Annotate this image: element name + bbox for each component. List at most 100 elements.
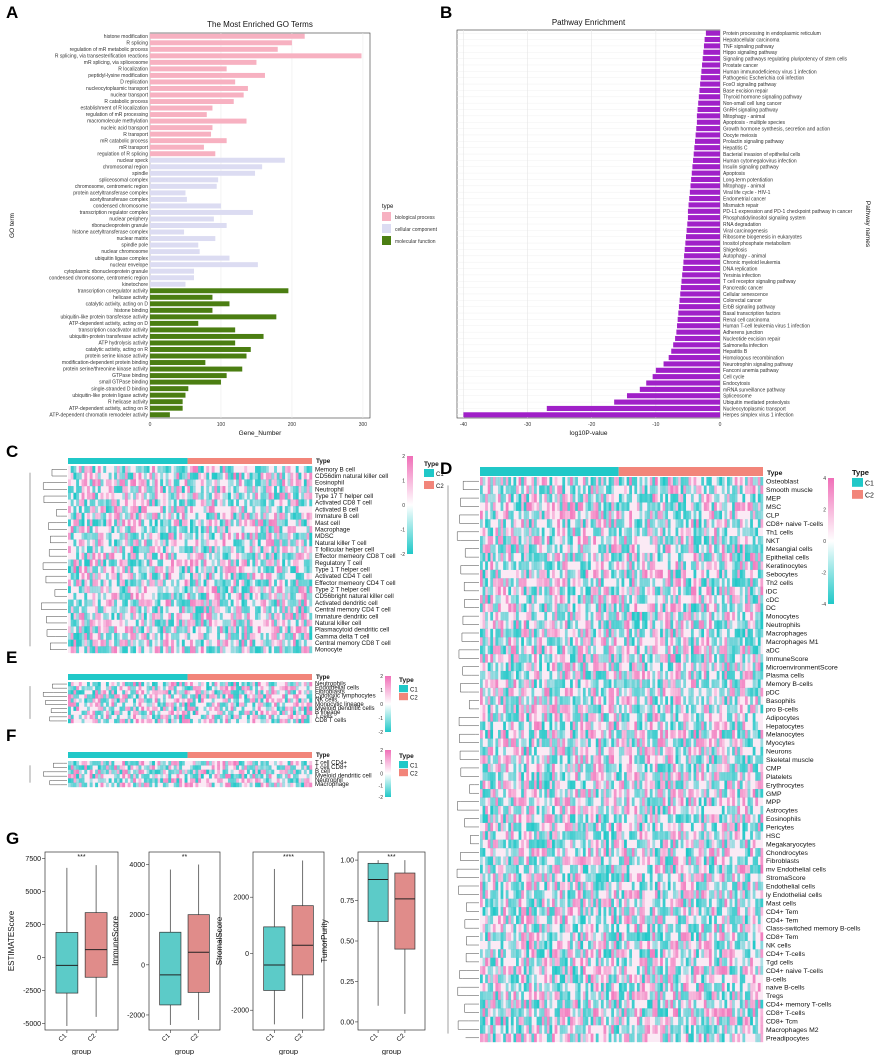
- heatmap-cell: [190, 466, 193, 473]
- heatmap-cell: [166, 466, 169, 473]
- heatmap-cell: [214, 613, 217, 620]
- heatmap-cell: [503, 722, 506, 731]
- heatmap-cell: [293, 560, 296, 567]
- heatmap-cell: [591, 705, 594, 714]
- heatmap-cell: [717, 494, 720, 503]
- heatmap-cell: [84, 620, 87, 627]
- heatmap-cell: [606, 494, 609, 503]
- heatmap-cell: [691, 679, 694, 688]
- heatmap-cell: [130, 633, 133, 640]
- heatmap-cell: [101, 493, 104, 500]
- category-label: Thyroid hormone signaling pathway: [723, 95, 802, 101]
- heatmap-cell: [539, 620, 542, 629]
- heatmap-cell: [603, 755, 606, 764]
- heatmap-cell: [609, 755, 612, 764]
- heatmap-cell: [634, 553, 637, 562]
- heatmap-cell: [133, 539, 136, 546]
- heatmap-cell: [498, 494, 501, 503]
- heatmap-cell: [298, 640, 301, 647]
- heatmap-cell: [488, 705, 491, 714]
- heatmap-cell: [663, 477, 666, 486]
- heatmap-cell: [490, 494, 493, 503]
- heatmap-cell: [616, 654, 619, 663]
- heatmap-cell: [634, 536, 637, 545]
- heatmap-cell: [106, 613, 109, 620]
- heatmap-cell: [704, 730, 707, 739]
- heatmap-cell: [87, 613, 90, 620]
- heatmap-cell: [652, 519, 655, 528]
- heatmap-cell: [704, 528, 707, 537]
- heatmap-cell: [185, 533, 188, 540]
- heatmap-cell: [493, 637, 496, 646]
- heatmap-cell: [92, 580, 95, 587]
- heatmap-cell: [627, 620, 630, 629]
- bar: [664, 361, 720, 366]
- heatmap-cell: [670, 578, 673, 587]
- heatmap-cell: [130, 646, 133, 653]
- heatmap-cell: [591, 764, 594, 773]
- heatmap-cell: [730, 671, 733, 680]
- heatmap-cell: [87, 486, 90, 493]
- heatmap-cell: [68, 533, 71, 540]
- heatmap-cell: [190, 499, 193, 506]
- heatmap-cell: [111, 646, 114, 653]
- heatmap-cell: [658, 502, 661, 511]
- heatmap-cell: [676, 738, 679, 747]
- heatmap-cell: [537, 511, 540, 520]
- bar: [703, 56, 720, 61]
- heatmap-cell: [168, 600, 171, 607]
- heatmap-cell: [606, 553, 609, 562]
- heatmap-cell: [709, 561, 712, 570]
- heatmap-cell: [480, 722, 483, 731]
- heatmap-cell: [282, 606, 285, 613]
- heatmap-cell: [301, 600, 304, 607]
- heatmap-cell: [676, 561, 679, 570]
- heatmap-cell: [642, 485, 645, 494]
- heatmap-cell: [719, 553, 722, 562]
- heatmap-cell: [737, 536, 740, 545]
- heatmap-cell: [508, 544, 511, 553]
- heatmap-cell: [598, 485, 601, 494]
- heatmap-cell: [526, 620, 529, 629]
- heatmap-cell: [263, 586, 266, 593]
- heatmap-cell: [244, 506, 247, 513]
- heatmap-cell: [591, 730, 594, 739]
- heatmap-cell: [611, 603, 614, 612]
- heatmap-cell: [655, 595, 658, 604]
- heatmap-cell: [98, 613, 101, 620]
- heatmap-cell: [611, 730, 614, 739]
- heatmap-cell: [309, 493, 312, 500]
- heatmap-cell: [750, 696, 753, 705]
- heatmap-cell: [233, 613, 236, 620]
- heatmap-cell: [709, 646, 712, 655]
- heatmap-cell: [732, 747, 735, 756]
- heatmap-cell: [501, 620, 504, 629]
- category-label: Growth hormone synthesis, secretion and …: [723, 126, 830, 132]
- heatmap-cell: [488, 730, 491, 739]
- heatmap-cell: [247, 573, 250, 580]
- heatmap-cell: [760, 612, 763, 621]
- heatmap-cell: [206, 533, 209, 540]
- heatmap-cell: [619, 755, 622, 764]
- heatmap-cell: [223, 513, 226, 520]
- heatmap-cell: [288, 640, 291, 647]
- heatmap-cell: [488, 528, 491, 537]
- heatmap-cell: [629, 511, 632, 520]
- heatmap-cell: [650, 713, 653, 722]
- heatmap-cell: [206, 646, 209, 653]
- heatmap-cell: [719, 764, 722, 773]
- heatmap-cell: [627, 553, 630, 562]
- heatmap-cell: [593, 502, 596, 511]
- heatmap-cell: [223, 499, 226, 506]
- heatmap-cell: [258, 546, 261, 553]
- heatmap-cell: [206, 546, 209, 553]
- heatmap-cell: [632, 688, 635, 697]
- heatmap-cell: [694, 587, 697, 596]
- heatmap-cell: [745, 603, 748, 612]
- heatmap-cell: [144, 553, 147, 560]
- bar: [150, 60, 256, 65]
- row-label: Monocytes: [766, 614, 799, 621]
- heatmap-cell: [562, 671, 565, 680]
- heatmap-cell: [609, 561, 612, 570]
- heatmap-cell: [282, 539, 285, 546]
